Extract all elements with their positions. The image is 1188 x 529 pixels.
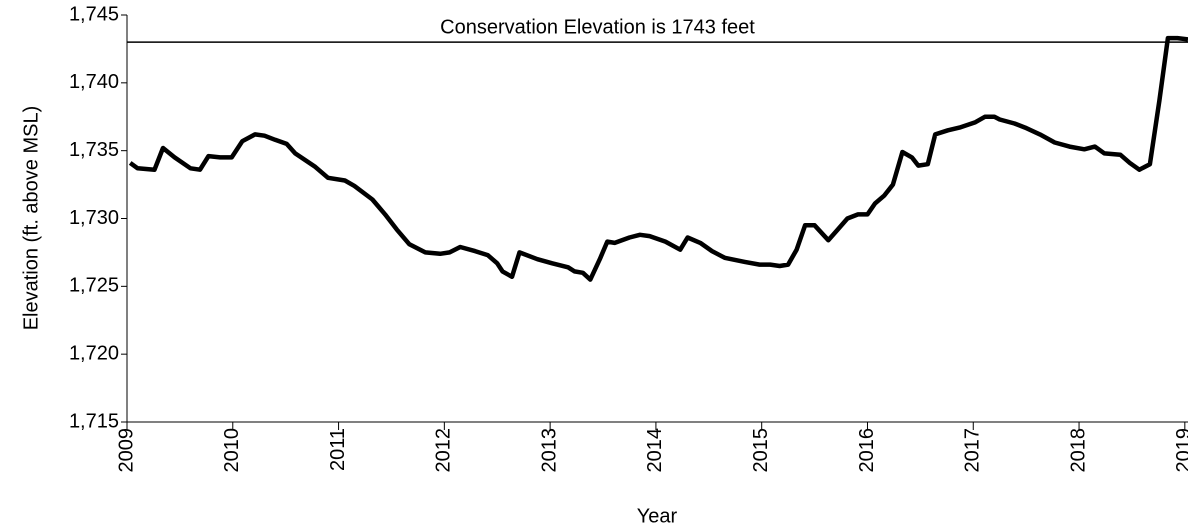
y-tick-label: 1,715 <box>69 410 119 432</box>
x-tick-label: 2013 <box>538 428 560 473</box>
y-tick-label: 1,735 <box>69 139 119 161</box>
y-tick-label: 1,720 <box>69 342 119 364</box>
data-line <box>128 35 1188 282</box>
x-tick-label: 2014 <box>644 428 666 473</box>
x-tick-label: 2010 <box>221 428 243 473</box>
x-tick-label: 2019 <box>1173 428 1188 473</box>
x-tick-label: 2017 <box>962 428 984 473</box>
y-tick-label: 1,725 <box>69 275 119 297</box>
x-tick-label: 2012 <box>433 428 455 473</box>
x-tick-label: 2018 <box>1067 428 1089 473</box>
x-tick-label: 2015 <box>750 428 772 473</box>
x-tick-label: 2011 <box>327 428 349 471</box>
y-axis-title: Elevation (ft. above MSL) <box>20 106 42 331</box>
y-tick-label: 1,745 <box>69 3 119 25</box>
reference-label: Conservation Elevation is 1743 feet <box>440 16 755 38</box>
x-axis-title: Year <box>637 505 678 527</box>
x-tick-label: 2009 <box>115 428 137 473</box>
y-tick-label: 1,740 <box>69 71 119 93</box>
x-tick-label: 2016 <box>856 428 878 473</box>
y-tick-label: 1,730 <box>69 207 119 229</box>
